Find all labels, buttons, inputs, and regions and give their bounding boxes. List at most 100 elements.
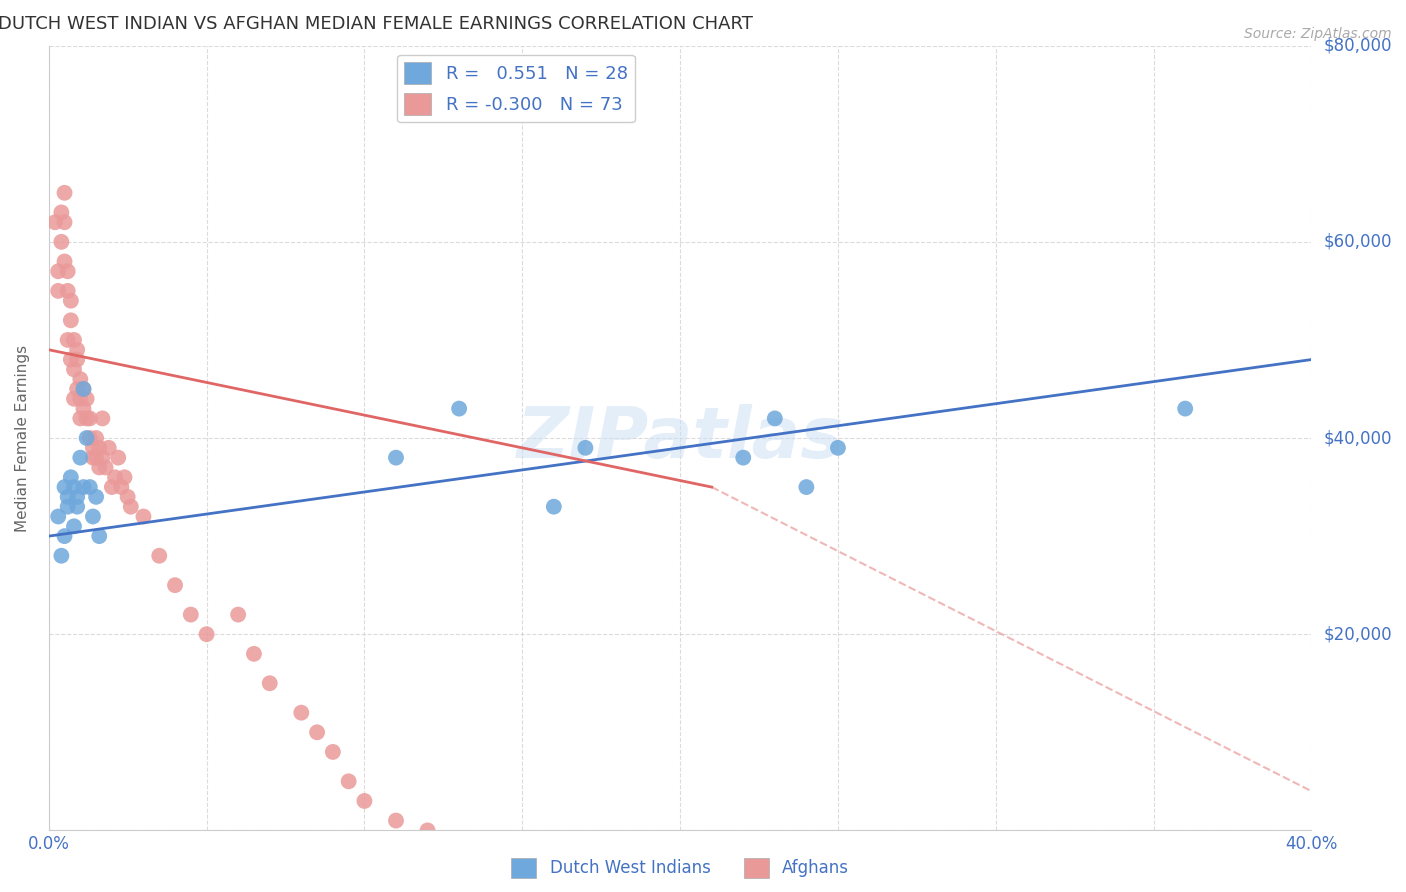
Text: $20,000: $20,000 <box>1324 625 1393 643</box>
Point <box>53 215 76 229</box>
Point <box>1174 401 1197 416</box>
Point <box>449 853 471 867</box>
Point <box>195 627 218 641</box>
Point <box>63 333 86 347</box>
Point <box>79 480 101 494</box>
Point <box>46 284 69 298</box>
Point <box>84 431 107 445</box>
Point <box>79 431 101 445</box>
Point <box>63 362 86 376</box>
Legend: Dutch West Indians, Afghans: Dutch West Indians, Afghans <box>505 851 856 885</box>
Point <box>574 441 596 455</box>
Point <box>259 676 281 690</box>
Point <box>66 490 89 504</box>
Point <box>97 441 120 455</box>
Point <box>479 882 502 892</box>
Point <box>353 794 375 808</box>
Point <box>51 205 73 219</box>
Point <box>94 460 117 475</box>
Point <box>56 490 79 504</box>
Point <box>69 411 91 425</box>
Point <box>46 264 69 278</box>
Point <box>114 470 136 484</box>
Point <box>107 450 129 465</box>
Point <box>59 352 82 367</box>
Point <box>104 470 127 484</box>
Point <box>44 215 66 229</box>
Point <box>66 500 89 514</box>
Point <box>796 480 818 494</box>
Point <box>543 500 565 514</box>
Point <box>69 392 91 406</box>
Point <box>337 774 360 789</box>
Point <box>163 578 186 592</box>
Point <box>56 284 79 298</box>
Point <box>79 411 101 425</box>
Point <box>120 500 142 514</box>
Point <box>110 480 132 494</box>
Point <box>56 264 79 278</box>
Point <box>84 450 107 465</box>
Point <box>733 450 755 465</box>
Point <box>72 401 94 416</box>
Text: $60,000: $60,000 <box>1324 233 1392 251</box>
Point <box>72 480 94 494</box>
Point <box>763 411 786 425</box>
Point <box>385 450 408 465</box>
Point <box>46 509 69 524</box>
Point <box>66 352 89 367</box>
Point <box>132 509 155 524</box>
Point <box>76 392 98 406</box>
Point <box>416 823 439 838</box>
Point <box>53 529 76 543</box>
Point <box>66 343 89 357</box>
Point <box>76 411 98 425</box>
Text: $40,000: $40,000 <box>1324 429 1392 447</box>
Point <box>91 411 114 425</box>
Point <box>51 235 73 249</box>
Point <box>117 490 139 504</box>
Point <box>59 293 82 308</box>
Point <box>243 647 266 661</box>
Point <box>66 382 89 396</box>
Point <box>56 500 79 514</box>
Point <box>82 509 104 524</box>
Point <box>59 313 82 327</box>
Point <box>53 186 76 200</box>
Point <box>72 382 94 396</box>
Point <box>226 607 249 622</box>
Text: $80,000: $80,000 <box>1324 37 1392 54</box>
Point <box>63 392 86 406</box>
Point <box>63 480 86 494</box>
Point <box>82 441 104 455</box>
Point <box>84 490 107 504</box>
Point <box>290 706 312 720</box>
Point <box>89 529 111 543</box>
Point <box>69 372 91 386</box>
Point <box>56 333 79 347</box>
Point <box>148 549 170 563</box>
Y-axis label: Median Female Earnings: Median Female Earnings <box>15 344 30 532</box>
Text: DUTCH WEST INDIAN VS AFGHAN MEDIAN FEMALE EARNINGS CORRELATION CHART: DUTCH WEST INDIAN VS AFGHAN MEDIAN FEMAL… <box>0 15 754 33</box>
Point <box>385 814 408 828</box>
Point <box>69 450 91 465</box>
Point <box>72 382 94 396</box>
Text: ZIPatlas: ZIPatlas <box>516 403 844 473</box>
Point <box>89 441 111 455</box>
Point <box>449 401 471 416</box>
Point <box>53 254 76 268</box>
Point <box>827 441 849 455</box>
Point <box>51 549 73 563</box>
Point <box>89 460 111 475</box>
Point <box>53 480 76 494</box>
Point <box>307 725 329 739</box>
Text: Source: ZipAtlas.com: Source: ZipAtlas.com <box>1244 27 1392 41</box>
Point <box>76 431 98 445</box>
Point <box>91 450 114 465</box>
Point <box>63 519 86 533</box>
Point <box>101 480 124 494</box>
Point <box>82 450 104 465</box>
Point <box>59 470 82 484</box>
Point <box>322 745 344 759</box>
Point <box>180 607 202 622</box>
